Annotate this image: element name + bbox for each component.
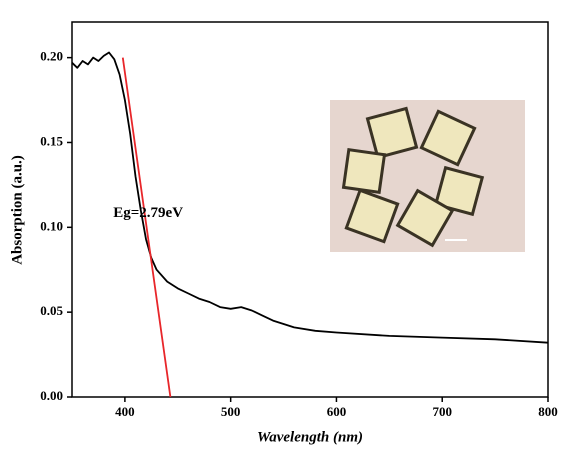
data-line — [121, 57, 172, 398]
y-tick-label: 0.20 — [40, 49, 63, 64]
x-tick-label: 800 — [538, 404, 558, 419]
plot-frame — [71, 21, 549, 398]
scale-bar — [445, 239, 467, 241]
x-axis-title: Wavelength (nm) — [257, 429, 363, 445]
y-tick-label: 0.10 — [40, 218, 63, 233]
x-tick-label: 500 — [221, 404, 241, 419]
data-line — [71, 51, 549, 344]
annotation: Eg=2.79eV — [113, 205, 183, 221]
y-tick-label: 0.05 — [40, 303, 63, 318]
x-tick-label: 700 — [432, 404, 452, 419]
x-tick-label: 600 — [327, 404, 347, 419]
y-tick-label: 0.15 — [40, 133, 63, 148]
y-tick-label: 0.00 — [40, 388, 63, 403]
x-tick-label: 400 — [115, 404, 135, 419]
inset-image — [330, 100, 525, 252]
y-axis-title: Absorption (a.u.) — [9, 155, 25, 265]
crystals — [341, 106, 485, 248]
